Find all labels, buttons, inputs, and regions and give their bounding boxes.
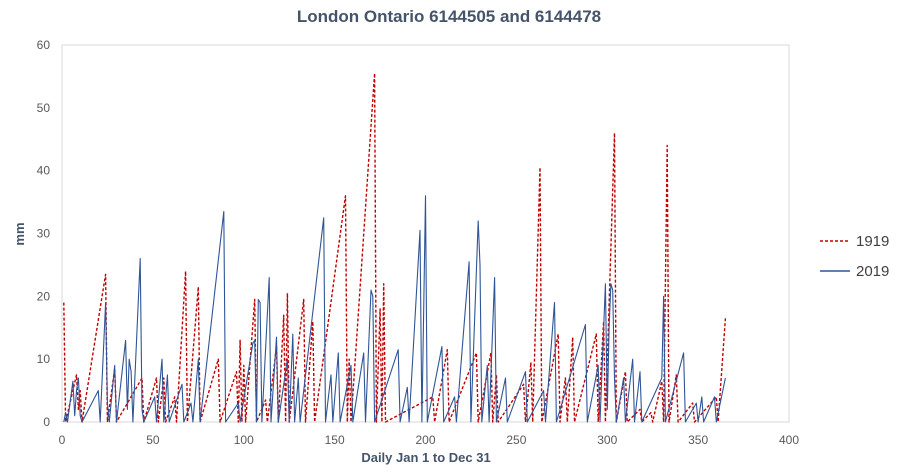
y-tick-label: 40 (37, 164, 51, 178)
x-axis-ticks: 0 50 100 150 200 250 300 350 400 (59, 433, 800, 447)
y-tick-label: 10 (37, 352, 51, 366)
plot-area (61, 44, 790, 423)
legend-label-1919: 1919 (856, 233, 889, 250)
y-tick-label: 30 (37, 227, 51, 241)
x-tick-label: 300 (597, 433, 617, 447)
y-tick-label: 60 (37, 38, 51, 52)
y-tick-label: 50 (37, 101, 51, 115)
x-tick-label: 250 (506, 433, 526, 447)
y-axis-title: mm (12, 222, 27, 245)
legend: 1919 2019 (820, 233, 889, 280)
series-line-2019 (63, 195, 726, 423)
legend-label-2019: 2019 (856, 263, 889, 280)
y-tick-label: 20 (37, 289, 51, 303)
chart-title: London Ontario 6144505 and 6144478 (297, 7, 601, 26)
x-tick-label: 50 (146, 433, 160, 447)
x-axis-title: Daily Jan 1 to Dec 31 (361, 450, 490, 465)
x-tick-label: 350 (688, 433, 708, 447)
y-tick-label: 0 (43, 415, 50, 429)
x-tick-label: 150 (325, 433, 345, 447)
x-tick-label: 200 (415, 433, 435, 447)
x-tick-label: 0 (59, 433, 66, 447)
x-tick-label: 400 (779, 433, 799, 447)
x-tick-label: 100 (234, 433, 254, 447)
series-layer (63, 72, 727, 423)
y-axis-ticks: 0 10 20 30 40 50 60 (37, 38, 51, 429)
